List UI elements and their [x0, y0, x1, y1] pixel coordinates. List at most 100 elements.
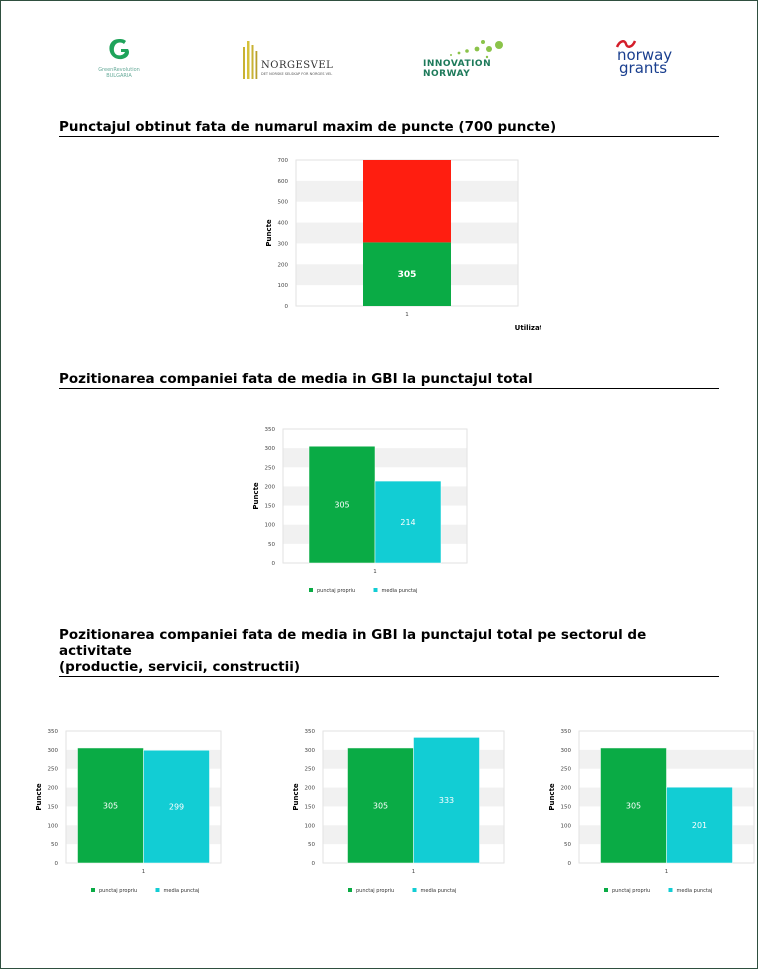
y-tick-label: 50 — [308, 842, 315, 848]
legend-label: punctaj propriu — [99, 888, 137, 894]
y-tick-label: 250 — [48, 767, 59, 773]
norgesvel-tagline: DET NORSKE SELSKAP FOR NORGES VEL — [261, 72, 333, 76]
bar-value-label: 299 — [169, 803, 184, 812]
y-tick-label: 300 — [48, 748, 59, 754]
y-tick-label: 500 — [278, 200, 289, 206]
y-tick-label: 200 — [265, 484, 276, 490]
greenrevolution-line1: GreenRevolution — [98, 67, 140, 73]
bar-value-label: 305 — [626, 801, 641, 810]
y-tick-label: 350 — [48, 729, 59, 735]
y-tick-label: 150 — [48, 804, 59, 810]
x-tick-label: 1 — [665, 869, 669, 875]
y-tick-label: 600 — [278, 179, 289, 185]
y-tick-label: 100 — [265, 523, 276, 529]
bar-value-label: 201 — [692, 821, 707, 830]
y-tick-label: 0 — [568, 861, 572, 867]
legend-swatch — [412, 888, 417, 892]
chart-total-vs-gbi-average: 0 50 100 150 200 250 300 350 Puncte 305 214 1 puncta… — [252, 427, 468, 594]
norway-grants-logo: norway grants — [611, 39, 681, 81]
legend-swatch — [373, 588, 378, 592]
y-tick-label: 100 — [561, 823, 572, 829]
x-tick-label: 1 — [405, 312, 409, 318]
bar-value-label: 305 — [103, 801, 118, 810]
y-axis-label: Puncte — [292, 783, 300, 811]
section-heading-gbi-sector-line2: (productie, servicii, constructii) — [59, 659, 300, 675]
y-tick-label: 350 — [305, 729, 316, 735]
y-tick-label: 200 — [561, 786, 572, 792]
legend-label: media punctaj — [164, 888, 200, 894]
bar-value-label: 305 — [334, 501, 349, 510]
y-tick-label: 0 — [312, 861, 316, 867]
norway-grants-line2: grants — [619, 59, 668, 77]
legend-swatch — [155, 888, 160, 892]
y-tick-label: 0 — [55, 861, 59, 867]
legend-swatch — [91, 888, 95, 892]
y-tick-label: 300 — [305, 748, 316, 754]
y-axis-label: Puncte — [265, 219, 273, 247]
y-tick-label: 350 — [561, 729, 572, 735]
y-tick-label: 100 — [305, 823, 316, 829]
bar-media-punctaj — [374, 480, 442, 564]
y-tick-label: 300 — [561, 748, 572, 754]
legend-label: punctaj propriu — [612, 888, 650, 894]
legend-swatch — [309, 588, 313, 592]
legend-swatch — [668, 888, 673, 892]
y-tick-label: 250 — [265, 465, 276, 471]
section-heading-max-points: Punctajul obtinut fata de numarul maxim … — [59, 119, 719, 137]
y-tick-label: 150 — [561, 804, 572, 810]
y-tick-label: 250 — [305, 767, 316, 773]
innovation-norway-logo: INNOVATION NORWAY — [417, 39, 517, 81]
chart-sector-1: 0 50 100 150 200 250 300 350 Puncte 305 299 1 puncta… — [35, 729, 222, 894]
greenrevolution-line2: BULGARIA — [106, 73, 132, 79]
innovation-norway-line2: NORWAY — [423, 69, 471, 79]
y-tick-label: 300 — [265, 446, 276, 452]
norway-grants-wave-icon — [615, 40, 637, 48]
bar-punctaj-propriu — [77, 747, 144, 864]
bar-value-label: 333 — [439, 796, 454, 805]
y-tick-label: 400 — [278, 221, 289, 227]
y-axis-label: Puncte — [548, 783, 556, 811]
section-heading-gbi-sector-line1: Pozitionarea companiei fata de media in … — [59, 627, 647, 659]
chart-sector-3: 0 50 100 150 200 250 300 350 Puncte 305 201 1 puncta… — [548, 729, 755, 894]
y-tick-label: 50 — [268, 542, 275, 548]
bar-value-label: 305 — [373, 801, 388, 810]
y-tick-label: 50 — [564, 842, 571, 848]
y-tick-label: 200 — [48, 786, 59, 792]
norgesvel-logo: NORGESVEL DET NORSKE SELSKAP FOR NORGES … — [239, 39, 339, 81]
legend-label: media punctaj — [382, 588, 418, 594]
bar-punctaj-propriu — [308, 445, 376, 564]
bar-value-label: 305 — [398, 270, 417, 280]
legend-label: media punctaj — [677, 888, 713, 894]
y-tick-label: 300 — [278, 241, 289, 247]
x-tick-label: 1 — [412, 869, 416, 875]
section-heading-gbi-sector: Pozitionarea companiei fata de media in … — [59, 627, 719, 677]
norgesvel-name: NORGESVEL — [261, 60, 334, 71]
bar-media-punctaj — [413, 737, 480, 864]
legend-label: punctaj propriu — [356, 888, 394, 894]
legend-swatch — [604, 888, 608, 892]
bar-score — [363, 242, 451, 306]
y-tick-label: 200 — [305, 786, 316, 792]
y-tick-label: 700 — [278, 158, 289, 164]
greenrevolution-leaf-icon — [109, 39, 129, 60]
x-axis-label: Utilizator — [515, 324, 541, 332]
y-tick-label: 0 — [272, 561, 276, 567]
y-tick-label: 250 — [561, 767, 572, 773]
innovation-norway-line1: INNOVATION — [423, 59, 492, 69]
section-heading-gbi-average: Pozitionarea companiei fata de media in … — [59, 371, 719, 389]
bar-remaining — [363, 160, 451, 243]
bar-media-punctaj — [666, 786, 733, 864]
legend-label: punctaj propriu — [317, 588, 355, 594]
x-tick-label: 1 — [373, 569, 377, 575]
y-tick-label: 200 — [278, 262, 289, 268]
legend-label: media punctaj — [421, 888, 457, 894]
y-tick-label: 100 — [48, 823, 59, 829]
y-tick-label: 150 — [305, 804, 316, 810]
y-tick-label: 150 — [265, 504, 276, 510]
x-tick-label: 1 — [142, 869, 146, 875]
y-tick-label: 0 — [285, 304, 289, 310]
y-axis-label: Puncte — [35, 783, 43, 811]
chart-sector-2: 0 50 100 150 200 250 300 350 Puncte 305 333 1 puncta… — [292, 729, 505, 894]
y-axis-label: Puncte — [252, 482, 260, 510]
